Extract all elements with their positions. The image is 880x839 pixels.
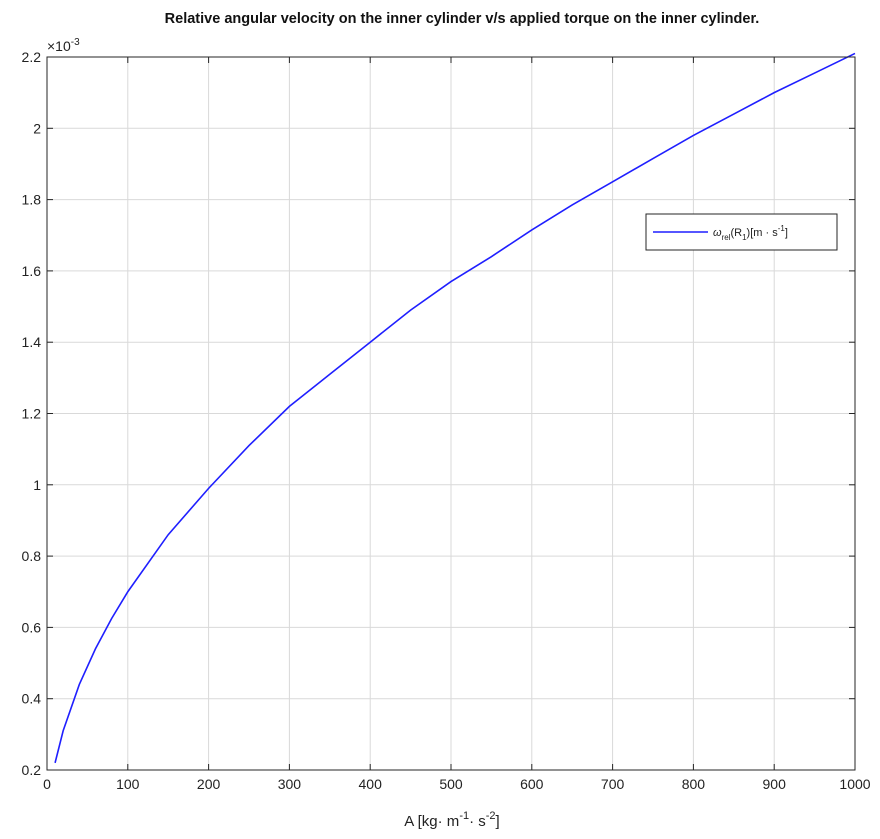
y-tick-label: 0.6: [22, 619, 42, 635]
legend-omega: ω: [713, 227, 722, 239]
x-tick-label: 800: [682, 776, 706, 792]
legend-mid: (R: [730, 227, 742, 239]
legend-subscript-rel: rel: [722, 233, 731, 242]
y-multiplier-exponent: -3: [71, 37, 80, 48]
y-tick-label: 2.2: [22, 49, 42, 65]
legend-exponent: -1: [778, 224, 786, 233]
x-label-end: ]: [496, 813, 500, 830]
x-tick-label: 1000: [839, 776, 870, 792]
x-axis-ticks: 0 100 200 300 400 500 600 700 800 900 1000: [43, 57, 871, 792]
x-tick-label: 0: [43, 776, 51, 792]
grid: [47, 57, 855, 770]
y-tick-label: 1.4: [22, 334, 42, 350]
legend-subscript-1: 1: [742, 233, 747, 242]
y-tick-label: 0.2: [22, 762, 42, 778]
x-label-base: A [kg: [404, 813, 437, 830]
chart-title: Relative angular velocity on the inner c…: [165, 11, 760, 27]
x-label-exp2: -2: [486, 810, 496, 822]
y-tick-label: 1: [33, 477, 41, 493]
x-tick-label: 300: [278, 776, 302, 792]
plot-frame: [46, 56, 856, 771]
y-multiplier-base: ×10: [47, 38, 71, 54]
x-label-exp1: -1: [459, 810, 469, 822]
series-line-omega-rel: [54, 52, 856, 764]
x-tick-label: 200: [197, 776, 221, 792]
legend-end: ]: [785, 227, 788, 239]
x-tick-label: 500: [439, 776, 463, 792]
y-tick-label: 1.6: [22, 263, 42, 279]
y-tick-label: 2: [33, 120, 41, 136]
y-tick-label: 0.4: [22, 691, 42, 707]
x-label-sep1: · m: [438, 813, 460, 830]
x-tick-label: 700: [601, 776, 625, 792]
y-axis-multiplier: ×10-3: [47, 37, 80, 54]
legend-tail: )[m · s: [747, 227, 779, 239]
x-tick-label: 400: [359, 776, 383, 792]
x-tick-label: 600: [520, 776, 544, 792]
x-axis-label: A [kg· m-1· s-2]: [404, 810, 499, 830]
x-tick-label: 900: [763, 776, 787, 792]
y-tick-label: 0.8: [22, 548, 42, 564]
x-tick-label: 100: [116, 776, 140, 792]
y-tick-label: 1.2: [22, 406, 42, 422]
legend-label: ωrel(R1)[m · s-1]: [713, 224, 788, 242]
x-label-sep2: · s: [469, 813, 486, 830]
legend: ωrel(R1)[m · s-1]: [645, 213, 838, 251]
y-tick-label: 1.8: [22, 192, 42, 208]
